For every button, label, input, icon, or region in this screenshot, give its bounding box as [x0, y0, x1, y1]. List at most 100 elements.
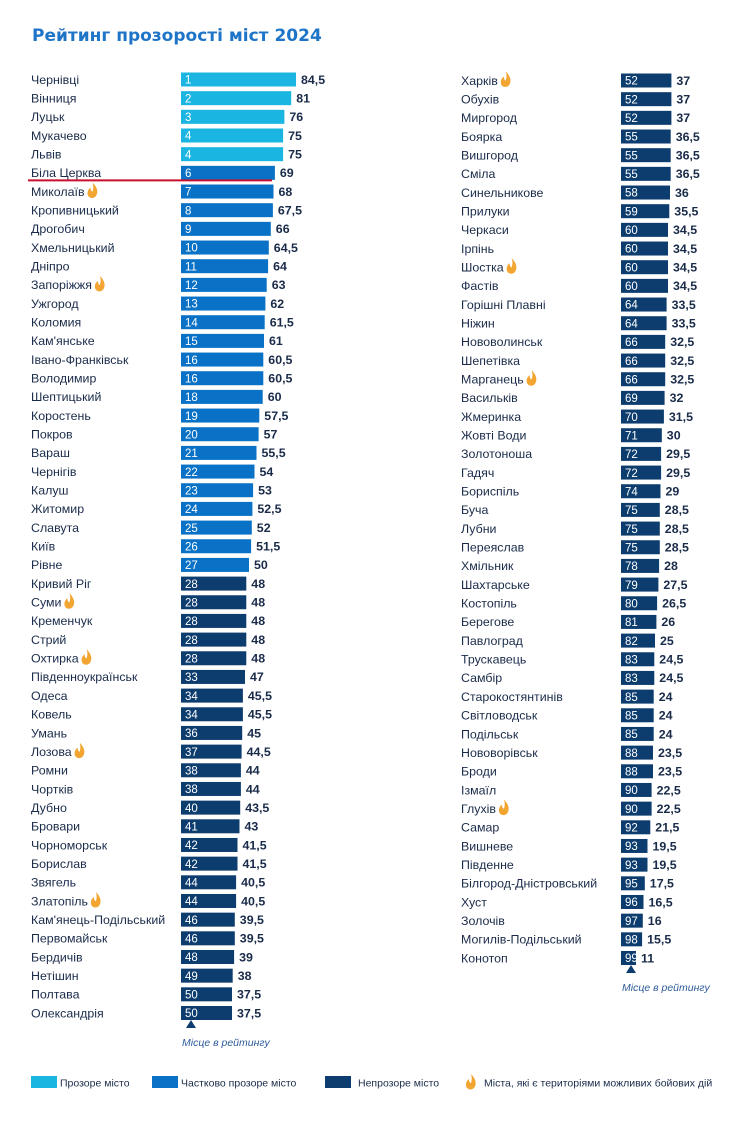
rank-label: 82 [625, 636, 638, 648]
score-label: 35,5 [674, 204, 698, 218]
city-label: Житомир [31, 502, 84, 516]
city-label: Могилів-Подільський [461, 933, 582, 947]
bar [621, 390, 665, 405]
rank-label: 42 [185, 859, 198, 871]
fire-icon [506, 258, 517, 274]
score-label: 24,5 [659, 671, 683, 685]
rank-label: 85 [625, 710, 638, 722]
city-label: Сміла [461, 167, 495, 181]
rank-note: Місце в рейтингу [182, 1037, 271, 1049]
fire-icon [81, 649, 92, 665]
score-label: 52 [257, 521, 271, 535]
bar [181, 147, 284, 162]
rank-label: 55 [625, 132, 638, 144]
bar [181, 371, 264, 386]
bar [181, 613, 247, 628]
bar [621, 428, 662, 443]
score-label: 64 [273, 260, 287, 274]
rank-label: 48 [185, 952, 198, 964]
city-label: Бердичів [31, 950, 83, 964]
rank-label: 66 [625, 356, 638, 368]
score-label: 37 [676, 111, 690, 125]
city-label: Первомайськ [31, 932, 108, 946]
rank-label: 19 [185, 411, 198, 423]
rank-label: 33 [185, 672, 198, 684]
rank-label: 42 [185, 840, 198, 852]
score-label: 34,5 [673, 279, 697, 293]
city-label: Хуст [461, 895, 487, 909]
bar [621, 689, 654, 704]
bar [621, 148, 671, 163]
rank-label: 60 [625, 281, 638, 293]
rank-label: 41 [185, 822, 198, 834]
score-label: 57,5 [264, 409, 288, 423]
city-label: Хмельницький [31, 241, 115, 255]
score-label: 54 [260, 465, 274, 479]
city-label: Чорноморськ [31, 838, 108, 852]
city-label: Охтирка [31, 652, 79, 666]
bar [181, 352, 264, 367]
rank-label: 34 [185, 709, 198, 721]
rank-label: 71 [625, 430, 638, 442]
bar [621, 409, 664, 424]
city-label: Черкаси [461, 223, 509, 237]
city-label: Старокостянтинів [461, 690, 563, 704]
city-label: Ніжин [461, 317, 495, 331]
bar [181, 819, 240, 834]
city-label: Золотоноша [461, 447, 532, 461]
rank-label: 81 [625, 617, 638, 629]
score-label: 36,5 [676, 167, 700, 181]
city-label: Коломия [31, 316, 81, 330]
bar [181, 109, 285, 124]
bar [181, 165, 275, 180]
fire-icon [90, 891, 101, 908]
rank-label: 75 [625, 542, 638, 554]
score-label: 84,5 [301, 73, 325, 87]
score-label: 68 [279, 185, 293, 199]
bar [181, 707, 243, 722]
bar [621, 558, 660, 573]
city-label: Васильків [461, 391, 518, 405]
bar [621, 614, 657, 629]
bar [621, 838, 648, 853]
bar [181, 800, 241, 815]
score-label: 60,5 [268, 372, 292, 386]
rank-label: 64 [625, 318, 638, 330]
city-label: Світловодськ [461, 709, 538, 723]
rank-label: 4 [185, 131, 192, 143]
bar [181, 389, 263, 404]
city-label: Золочів [461, 914, 505, 928]
rank-label: 15 [185, 336, 198, 348]
bar [181, 296, 266, 311]
city-label: Броди [461, 765, 497, 779]
city-label: Чортків [31, 782, 74, 796]
rank-label: 98 [625, 935, 638, 947]
score-label: 31,5 [669, 410, 693, 424]
rank-label: 11 [185, 261, 197, 273]
score-label: 28,5 [665, 503, 689, 517]
bar [621, 278, 668, 293]
bar [621, 129, 671, 144]
score-label: 57 [264, 428, 278, 442]
city-label: Чернігів [31, 465, 77, 479]
bar [181, 184, 274, 199]
rank-label: 55 [625, 169, 638, 181]
rank-label: 58 [625, 188, 638, 200]
score-label: 30 [667, 429, 681, 443]
bar [621, 260, 668, 275]
bar [621, 465, 662, 480]
score-label: 28,5 [665, 541, 689, 555]
rank-label: 83 [625, 654, 638, 666]
rank-label: 85 [625, 729, 638, 741]
score-label: 61 [269, 334, 283, 348]
score-label: 24 [659, 709, 673, 723]
rank-label: 21 [185, 448, 198, 460]
score-label: 69 [280, 166, 294, 180]
fire-icon [498, 799, 509, 816]
bar [181, 557, 249, 572]
triangle-marker-icon [186, 1020, 196, 1028]
score-label: 34,5 [673, 242, 697, 256]
city-label: Нововолинськ [461, 335, 543, 349]
triangle-marker-icon [626, 965, 636, 973]
bar [621, 577, 659, 592]
